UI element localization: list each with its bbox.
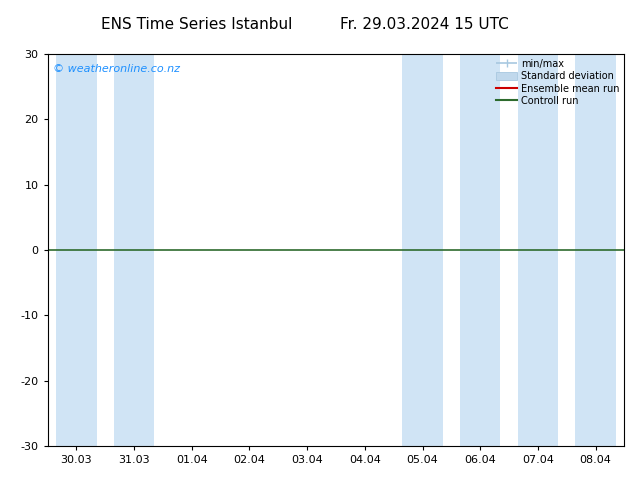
Text: ENS Time Series Istanbul: ENS Time Series Istanbul <box>101 17 292 32</box>
Legend: min/max, Standard deviation, Ensemble mean run, Controll run: min/max, Standard deviation, Ensemble me… <box>494 57 621 108</box>
Bar <box>460 54 500 446</box>
Bar <box>518 54 558 446</box>
Bar <box>576 54 616 446</box>
Text: Fr. 29.03.2024 15 UTC: Fr. 29.03.2024 15 UTC <box>340 17 509 32</box>
Bar <box>403 54 443 446</box>
Text: © weatheronline.co.nz: © weatheronline.co.nz <box>53 64 180 74</box>
Bar <box>56 54 96 446</box>
Bar <box>114 54 154 446</box>
